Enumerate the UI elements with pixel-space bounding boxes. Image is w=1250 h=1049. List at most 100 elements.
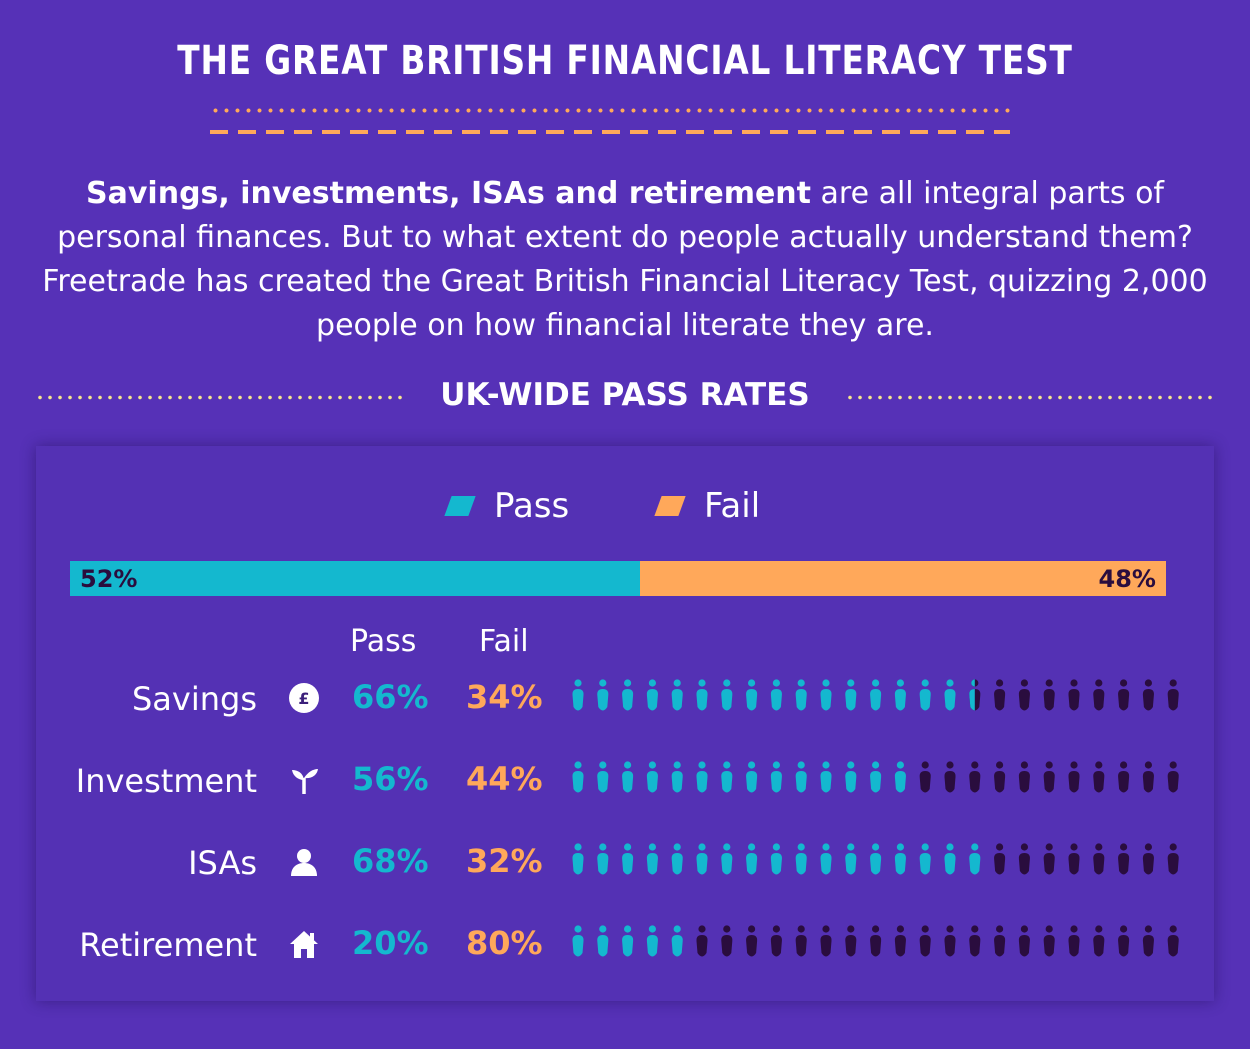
category-fail-value: 44% <box>466 760 543 798</box>
person-marker-fail <box>721 925 733 957</box>
person-marker-pass <box>622 679 634 711</box>
intro-paragraph: Savings, investments, ISAs and retiremen… <box>20 172 1230 348</box>
section-heading: UK-WIDE PASS RATES <box>30 375 1220 419</box>
category-row-savings: Savings £66% 34% <box>36 674 1214 724</box>
category-pass-value: 66% <box>352 678 429 716</box>
person-marker-fail <box>1167 843 1179 875</box>
category-fail-value: 34% <box>466 678 543 716</box>
person-marker-pass <box>597 761 609 793</box>
category-fail-value: 32% <box>466 842 543 880</box>
person-marker-pass <box>944 679 956 711</box>
person-marker-fail <box>1043 761 1055 793</box>
person-marker-fail <box>1142 843 1154 875</box>
person-marker-pass <box>746 843 758 875</box>
person-marker-fail <box>1142 761 1154 793</box>
person-marker-pass <box>795 679 807 711</box>
section-dots-left <box>35 395 405 400</box>
svg-text:£: £ <box>298 689 309 708</box>
person-marker-pass <box>919 679 931 711</box>
category-pass-value: 56% <box>352 760 429 798</box>
person-marker-fail <box>1068 761 1080 793</box>
intro-bold-text: Savings, investments, ISAs and retiremen… <box>86 176 811 211</box>
person-marker-pass <box>770 843 782 875</box>
person-marker-pass <box>696 843 708 875</box>
person-marker-pass <box>572 925 584 957</box>
person-marker-fail <box>1118 679 1130 711</box>
person-marker-pass <box>622 925 634 957</box>
person-marker-fail <box>1018 761 1030 793</box>
person-marker-pass <box>572 843 584 875</box>
person-marker-fail <box>1043 679 1055 711</box>
person-icon <box>288 846 320 878</box>
title-dashed-divider <box>210 130 1010 134</box>
person-marker-fail <box>1018 843 1030 875</box>
section-title: UK-WIDE PASS RATES <box>440 377 810 413</box>
person-marker-fail <box>1142 679 1154 711</box>
person-marker-pass <box>646 679 658 711</box>
overall-pass-segment: 52% <box>70 561 640 596</box>
category-row-investment: Investment 56% 44% <box>36 756 1214 806</box>
person-marker-pass <box>696 761 708 793</box>
person-marker-pass <box>597 843 609 875</box>
category-fail-value: 80% <box>466 924 543 962</box>
person-marker-pass <box>646 843 658 875</box>
person-marker-pass <box>969 679 981 711</box>
person-marker-fail <box>845 925 857 957</box>
person-marker-fail <box>1118 843 1130 875</box>
person-marker-fail <box>1068 843 1080 875</box>
column-header-pass: Pass <box>350 624 417 659</box>
person-marker-pass <box>795 843 807 875</box>
person-marker-pass <box>671 843 683 875</box>
category-label: Investment <box>75 762 257 800</box>
category-label: Savings <box>131 680 257 718</box>
legend-swatch-pass <box>444 496 476 516</box>
person-marker-pass <box>870 761 882 793</box>
person-marker-fail <box>944 925 956 957</box>
person-marker-pass <box>721 679 733 711</box>
person-marker-pass <box>894 761 906 793</box>
category-row-isas: ISAs 68% 32% <box>36 838 1214 888</box>
person-marker-fail <box>919 925 931 957</box>
person-marker-pass <box>572 679 584 711</box>
person-marker-pass <box>795 761 807 793</box>
person-marker-pass <box>721 843 733 875</box>
person-marker-pass <box>597 925 609 957</box>
person-marker-pass <box>671 679 683 711</box>
person-marker-fail <box>1018 925 1030 957</box>
person-marker-fail <box>1167 925 1179 957</box>
person-marker-fail <box>1043 925 1055 957</box>
people-pictogram <box>572 843 1179 875</box>
legend-label-pass: Pass <box>494 486 570 526</box>
pass-rates-panel: Pass Fail 52% 48% Pass Fail Savings £66% 3… <box>36 446 1214 1001</box>
person-marker-fail <box>1093 925 1105 957</box>
person-marker-fail <box>696 925 708 957</box>
person-marker-fail <box>969 925 981 957</box>
chart-legend: Pass Fail <box>36 486 1214 532</box>
person-marker-pass <box>646 925 658 957</box>
person-marker-pass <box>572 761 584 793</box>
person-marker-fail <box>1118 761 1130 793</box>
person-marker-fail <box>1043 843 1055 875</box>
person-marker-pass <box>622 843 634 875</box>
legend-label-fail: Fail <box>704 486 761 526</box>
people-pictogram <box>572 761 1179 793</box>
person-marker-pass <box>746 761 758 793</box>
legend-item-fail: Fail <box>654 486 761 526</box>
category-label: ISAs <box>188 844 257 882</box>
page-title: THE GREAT BRITISH FINANCIAL LITERACY TES… <box>177 38 1073 84</box>
person-marker-pass <box>870 679 882 711</box>
person-marker-fail <box>1142 925 1154 957</box>
person-marker-pass <box>721 761 733 793</box>
person-marker-fail <box>770 925 782 957</box>
category-pass-value: 68% <box>352 842 429 880</box>
person-marker-pass <box>845 843 857 875</box>
person-marker-fail <box>1018 679 1030 711</box>
person-marker-pass <box>894 843 906 875</box>
person-marker-pass <box>820 761 832 793</box>
person-marker-pass <box>820 679 832 711</box>
person-marker-pass <box>919 843 931 875</box>
person-marker-pass <box>770 679 782 711</box>
person-marker-fail <box>994 843 1006 875</box>
intro-text: are all integral parts of personal finan… <box>42 176 1208 343</box>
person-marker-fail <box>1093 761 1105 793</box>
